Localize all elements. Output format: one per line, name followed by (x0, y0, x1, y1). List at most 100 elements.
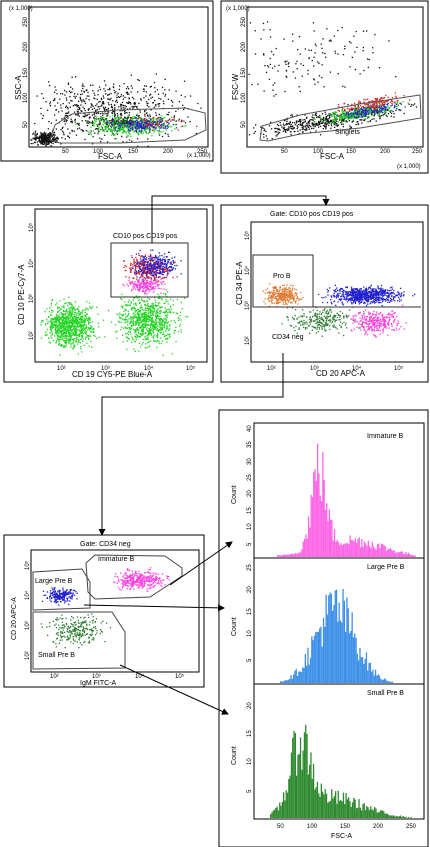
event-dot (112, 110, 114, 113)
event-dot (138, 331, 140, 334)
event-dot (143, 300, 145, 302)
event-dot (52, 139, 54, 141)
event-dot (52, 142, 54, 145)
event-dot (135, 329, 137, 331)
event-dot (144, 316, 146, 318)
event-dot (157, 308, 159, 310)
event-dot (40, 324, 42, 326)
event-dot (65, 106, 67, 109)
event-dot (153, 81, 156, 84)
event-dot (64, 339, 66, 342)
event-dot (56, 136, 58, 139)
event-dot (66, 328, 68, 330)
event-dot (82, 130, 84, 132)
event-dot (60, 92, 62, 95)
event-dot (54, 140, 56, 142)
event-dot (152, 319, 154, 321)
event-dot (159, 315, 161, 318)
event-dot (130, 124, 132, 126)
event-dot (41, 139, 43, 141)
event-dot (386, 104, 388, 106)
event-dot (126, 123, 128, 125)
event-dot (336, 117, 338, 119)
event-dot (141, 307, 143, 309)
event-dot (336, 125, 338, 127)
event-dot (63, 318, 65, 320)
event-dot (47, 141, 49, 144)
event-dot (342, 114, 344, 116)
event-dot (156, 317, 158, 319)
event-dot (170, 305, 172, 308)
event-dot (71, 321, 73, 324)
event-dot (80, 99, 82, 101)
event-dot (119, 317, 121, 320)
event-dot (378, 115, 380, 117)
event-dot (127, 115, 130, 117)
event-dot (128, 126, 130, 128)
event-dot (68, 326, 70, 329)
event-dot (153, 321, 155, 323)
event-dot (165, 270, 167, 273)
event-dot (122, 314, 124, 316)
event-dot (69, 311, 72, 313)
event-dot (124, 265, 126, 267)
event-dot (357, 108, 360, 111)
event-dot (368, 106, 370, 108)
event-dot (66, 326, 69, 328)
event-dot (33, 141, 36, 143)
event-dot (139, 130, 141, 132)
event-dot (111, 119, 113, 121)
event-dot (135, 121, 137, 123)
event-dot (133, 122, 135, 124)
event-dot (56, 140, 58, 142)
event-dot (312, 117, 314, 119)
event-dot (37, 143, 39, 146)
event-dot (112, 133, 114, 135)
event-dot (148, 117, 150, 119)
event-dot (109, 89, 111, 91)
event-dot (71, 313, 73, 315)
event-dot (70, 99, 72, 102)
event-dot (38, 138, 40, 141)
event-dot (132, 323, 134, 325)
event-dot (119, 85, 121, 87)
event-dot (125, 123, 127, 125)
event-dot (340, 116, 342, 118)
event-dot (129, 119, 131, 121)
event-dot (161, 324, 163, 326)
event-dot (158, 320, 161, 322)
event-dot (100, 116, 103, 119)
event-dot (62, 102, 64, 105)
event-dot (183, 125, 185, 127)
event-dot (34, 132, 37, 134)
event-dot (95, 104, 97, 107)
event-dot (59, 326, 61, 329)
event-dot (399, 109, 402, 112)
event-dot (30, 139, 32, 141)
event-dot (65, 121, 67, 123)
event-dot (375, 106, 378, 108)
event-dot (257, 83, 259, 85)
event-dot (157, 333, 159, 335)
event-dot (360, 116, 362, 118)
event-dot (253, 132, 255, 134)
event-dot (162, 117, 165, 119)
event-dot (97, 124, 99, 126)
event-dot (356, 46, 358, 48)
event-dot (68, 322, 70, 324)
event-dot (115, 122, 117, 124)
event-dot (62, 126, 64, 128)
event-dot (76, 308, 78, 310)
event-dot (95, 112, 97, 114)
event-dot (128, 135, 130, 137)
event-dot (307, 73, 309, 75)
event-dot (141, 330, 143, 332)
event-dot (135, 295, 137, 297)
event-dot (62, 330, 64, 332)
event-dot (149, 308, 152, 310)
event-dot (103, 80, 106, 82)
event-dot (374, 33, 376, 36)
event-dot (167, 125, 169, 128)
event-dot (156, 271, 158, 273)
event-dot (141, 126, 143, 129)
